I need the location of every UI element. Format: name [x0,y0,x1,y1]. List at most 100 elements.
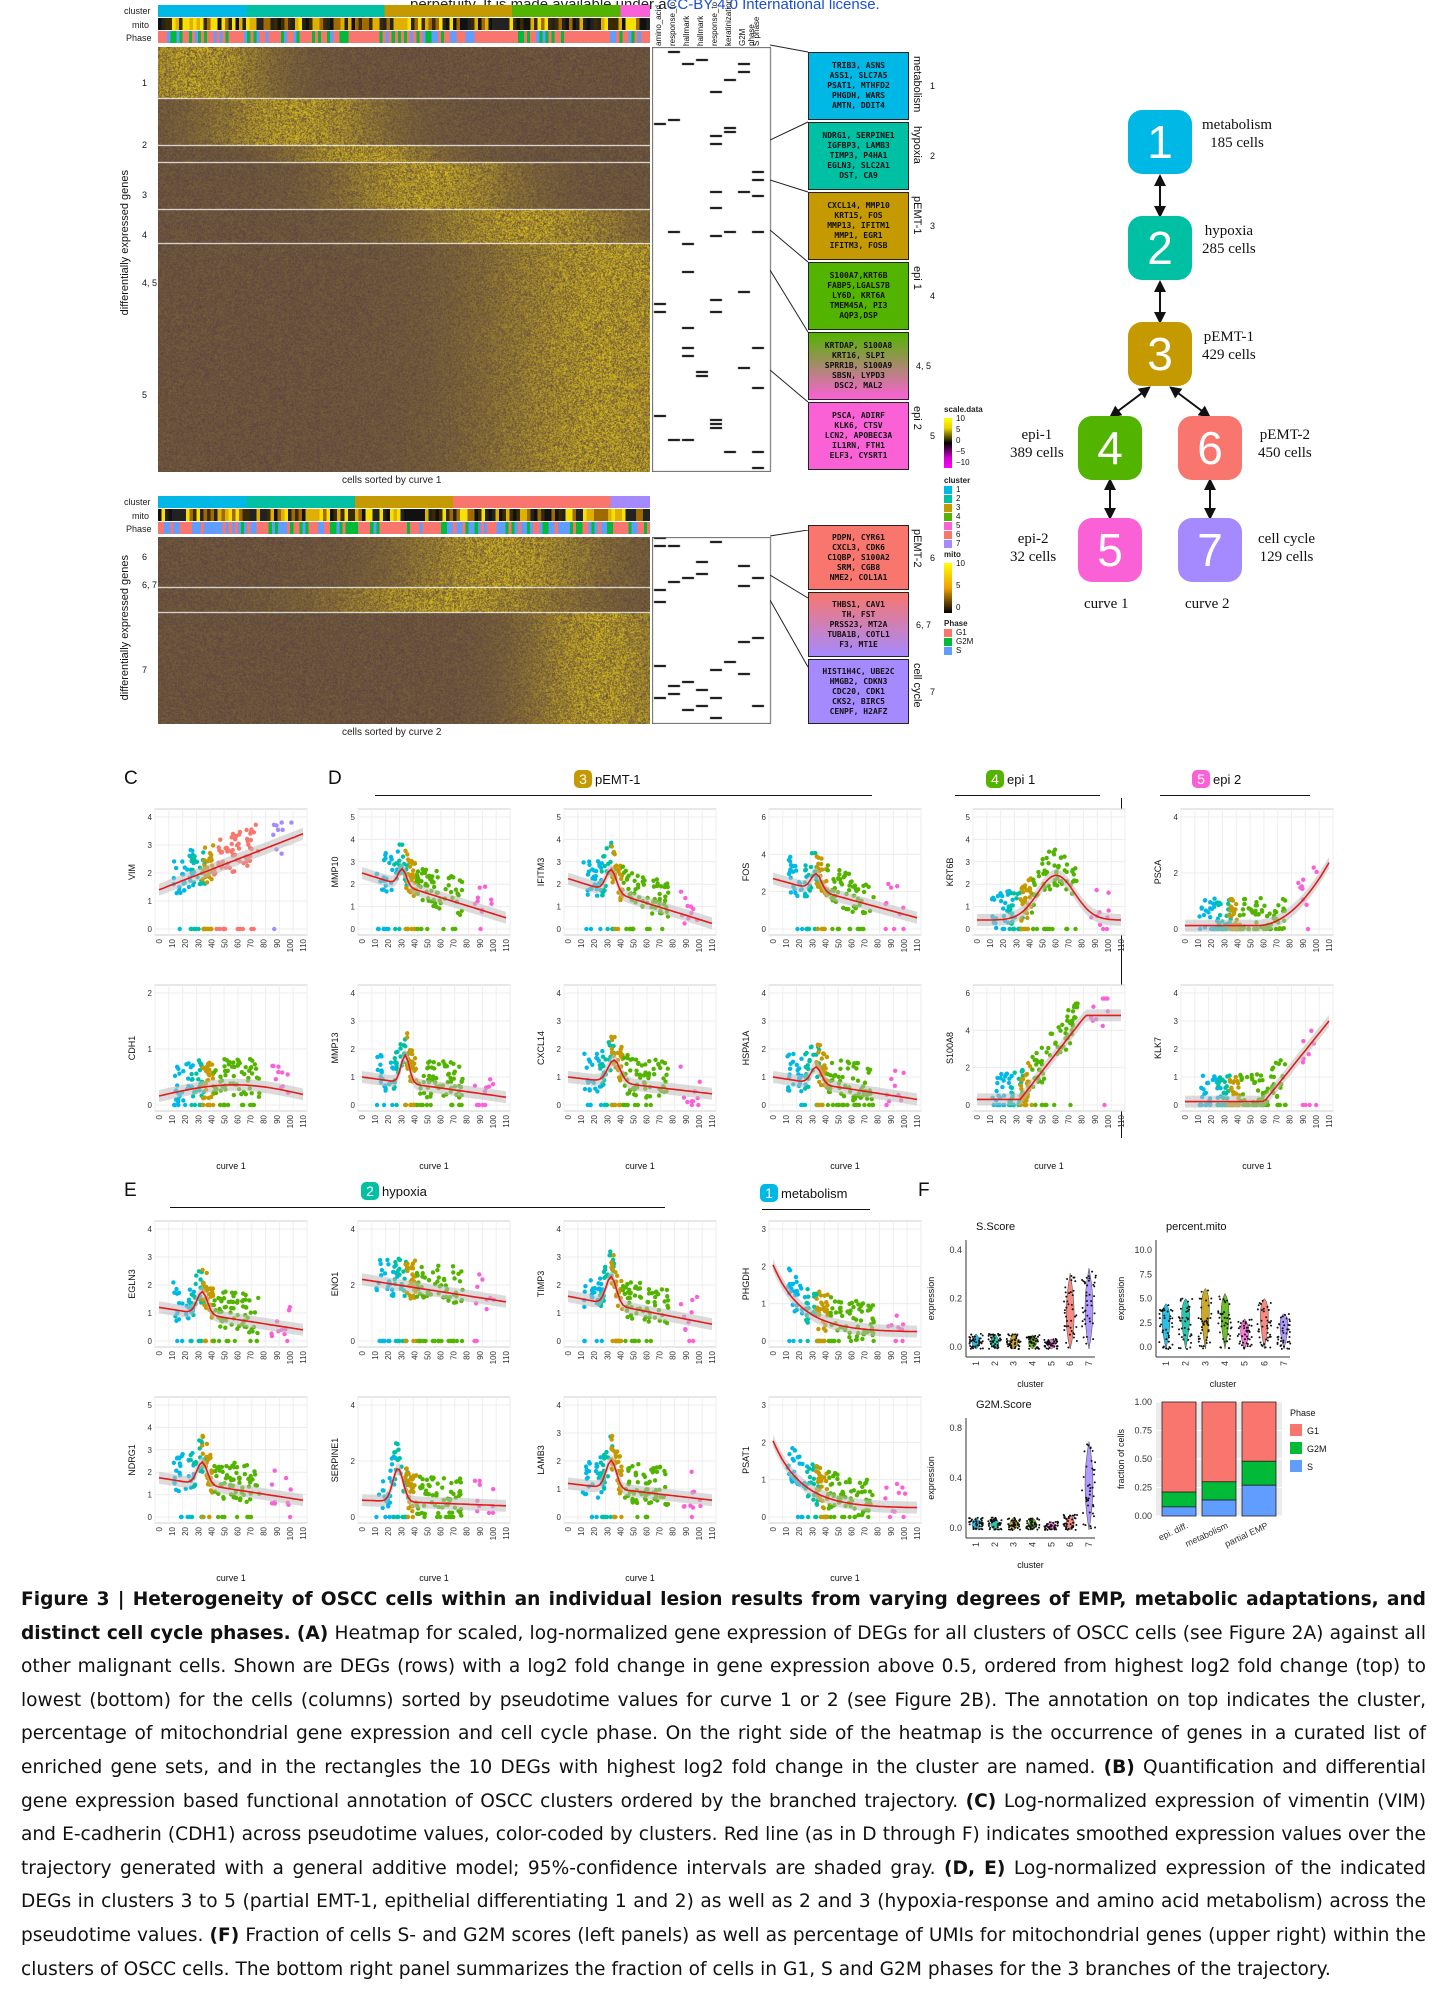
scatter-point [805,926,811,932]
violin-point [1187,1328,1190,1331]
violin-point [1074,1280,1077,1283]
scatter-point [827,1475,832,1480]
violin-point [1250,1343,1253,1346]
scatter-point [641,882,647,887]
scatter-point [200,1514,205,1520]
scatter-point [200,1433,205,1439]
scatter-point [387,860,392,866]
x-tick-label: 0 [1181,1114,1190,1119]
violin-point [1065,1341,1068,1344]
geneset-header: hallmark [682,15,691,46]
loess-line [567,1459,713,1501]
scatter-point [421,1073,426,1079]
scatter-point [893,1338,898,1344]
scatter-point [664,1072,669,1078]
geneset-header: response_to [668,1,677,46]
scatter-point [1197,914,1202,919]
scatter-point [900,1338,905,1344]
violin-point [1189,1346,1192,1349]
violin-point [1000,1528,1003,1531]
scatter-point [617,1454,623,1459]
violin-point [990,1521,993,1524]
scatter-point [1314,1102,1319,1108]
scatter-point [227,1059,233,1065]
scatter-point [436,1510,441,1516]
scatter-point [588,1278,593,1283]
violin-point [1200,1345,1203,1348]
violin-point [1066,1300,1069,1303]
row-label: 2 [142,140,148,150]
gene-line: SRM, CGB8 [836,562,881,572]
violin-point [1218,1316,1221,1319]
scatter-point [807,1474,813,1480]
gene-line: CKS2, BIRC5 [832,696,885,706]
violin-point [1203,1320,1206,1323]
loess-line [567,1275,713,1325]
scatter-point [608,1249,613,1254]
violin-point [1013,1526,1016,1529]
scatter-point [853,1317,859,1322]
violin-point [1243,1338,1246,1341]
y-axis-gene-label: LAMB3 [536,1445,546,1475]
license-link[interactable]: CC-BY 4.0 International license. [666,0,880,13]
x-tick-label: 20 [590,1114,599,1123]
violin-point [1220,1346,1223,1349]
gene-box: NDRG1, SERPINE1 IGFBP3, LAMB3 TIMP3, P4HA1… [808,122,909,190]
violin-point [988,1333,991,1336]
legend-swatch [944,637,952,646]
violin-point [1032,1339,1035,1342]
scatter-point [223,1325,228,1330]
scatter-point [1212,896,1217,901]
scatter-plot: 0246FOS0102030405060708090100110curve 1 [739,805,937,999]
violin-point [1200,1290,1203,1293]
scatter-point [817,1465,823,1471]
scatter-point [232,1338,238,1344]
x-tick-label: 40 [207,1114,216,1123]
violin-point [1218,1295,1221,1298]
x-tick-label: 20 [795,938,804,947]
scatter-point [652,1478,658,1483]
scatter-point [588,926,594,932]
violin-point [1048,1521,1051,1524]
x-tick-label: 50 [423,1526,432,1535]
scatter-point [210,843,216,848]
row-label: 6, 7 [142,580,158,590]
scatter-point [582,1086,588,1092]
scatter-point [204,1441,210,1447]
scatter-point [600,893,605,898]
scatter-point [803,1064,808,1070]
x-tick-label: 40 [821,1114,830,1123]
violin-point [988,1347,991,1350]
scatter-point [794,1062,799,1068]
violin-point [1197,1335,1200,1338]
violin-point [1085,1294,1088,1297]
scatter-point [594,1514,599,1520]
scatter-point [1255,1088,1261,1093]
scatter-point [793,890,798,896]
legend-tick: −10 [956,458,970,467]
scatter-point [454,1338,460,1344]
scatter-point [1007,926,1012,932]
loess-line [977,874,1122,921]
scatter-point [392,1056,398,1061]
violin-point [1086,1314,1089,1317]
x-tick-label: 0 [973,938,982,943]
scatter-point [189,1292,194,1297]
scatter-point [886,881,891,887]
x-tick-label: 70 [1065,1114,1074,1123]
scatter-point [664,1320,670,1326]
node-cells: 185 cells [1210,135,1264,151]
scatter-point [787,1088,792,1093]
violin-point [994,1343,997,1346]
legend-cluster-item: 4 [944,512,1004,521]
y-tick-label: 0 [148,925,153,934]
scatter-point [1066,1008,1071,1013]
x-tick-label: 0 [564,1114,573,1119]
violin-point [1171,1325,1174,1328]
scatter-point [389,887,394,893]
scatter-point [227,1475,233,1481]
scatter-point [403,1474,408,1480]
violin-point [1171,1317,1174,1320]
